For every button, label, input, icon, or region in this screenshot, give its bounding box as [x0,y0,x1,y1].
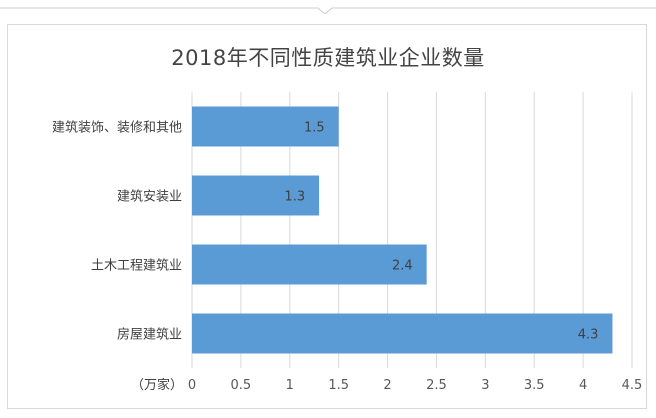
x-tick-label: 3 [481,378,489,393]
bar [192,244,427,285]
x-tick-label: 2 [383,378,391,393]
header-divider [0,7,656,14]
data-label: 2.4 [392,259,413,274]
x-tick-label: 0 [188,378,196,393]
x-tick-label: 4 [579,378,587,393]
header-notch [0,7,656,14]
bars [192,106,613,354]
category-label: 建筑装饰、装修和其他 [52,120,182,136]
x-tick-label: 2.5 [426,378,447,393]
bar [192,106,339,147]
data-label: 4.3 [578,328,599,343]
data-label: 1.5 [304,121,325,136]
category-label: 建筑安装业 [117,189,182,205]
category-label: 土木工程建筑业 [91,258,182,274]
x-tick-label: 3.5 [524,378,545,393]
data-label: 1.3 [284,190,305,205]
bar [192,175,320,216]
x-tick-label: 4.5 [622,378,643,393]
x-tick-label: 1.5 [328,378,349,393]
labels: 0 0.5 1 1.5 2 2.5 3 3.5 4 4.5 1.5 建筑装饰、装修和其他 1.3 建筑安装… [52,120,642,394]
x-tick-label: 0.5 [231,378,252,393]
chart-title: 2018年不同性质建筑业企业数量 [171,46,485,70]
x-tick-label: 1 [286,378,294,393]
unit-label: （万家） [131,377,183,393]
bar [192,313,613,354]
category-label: 房屋建筑业 [117,327,182,343]
